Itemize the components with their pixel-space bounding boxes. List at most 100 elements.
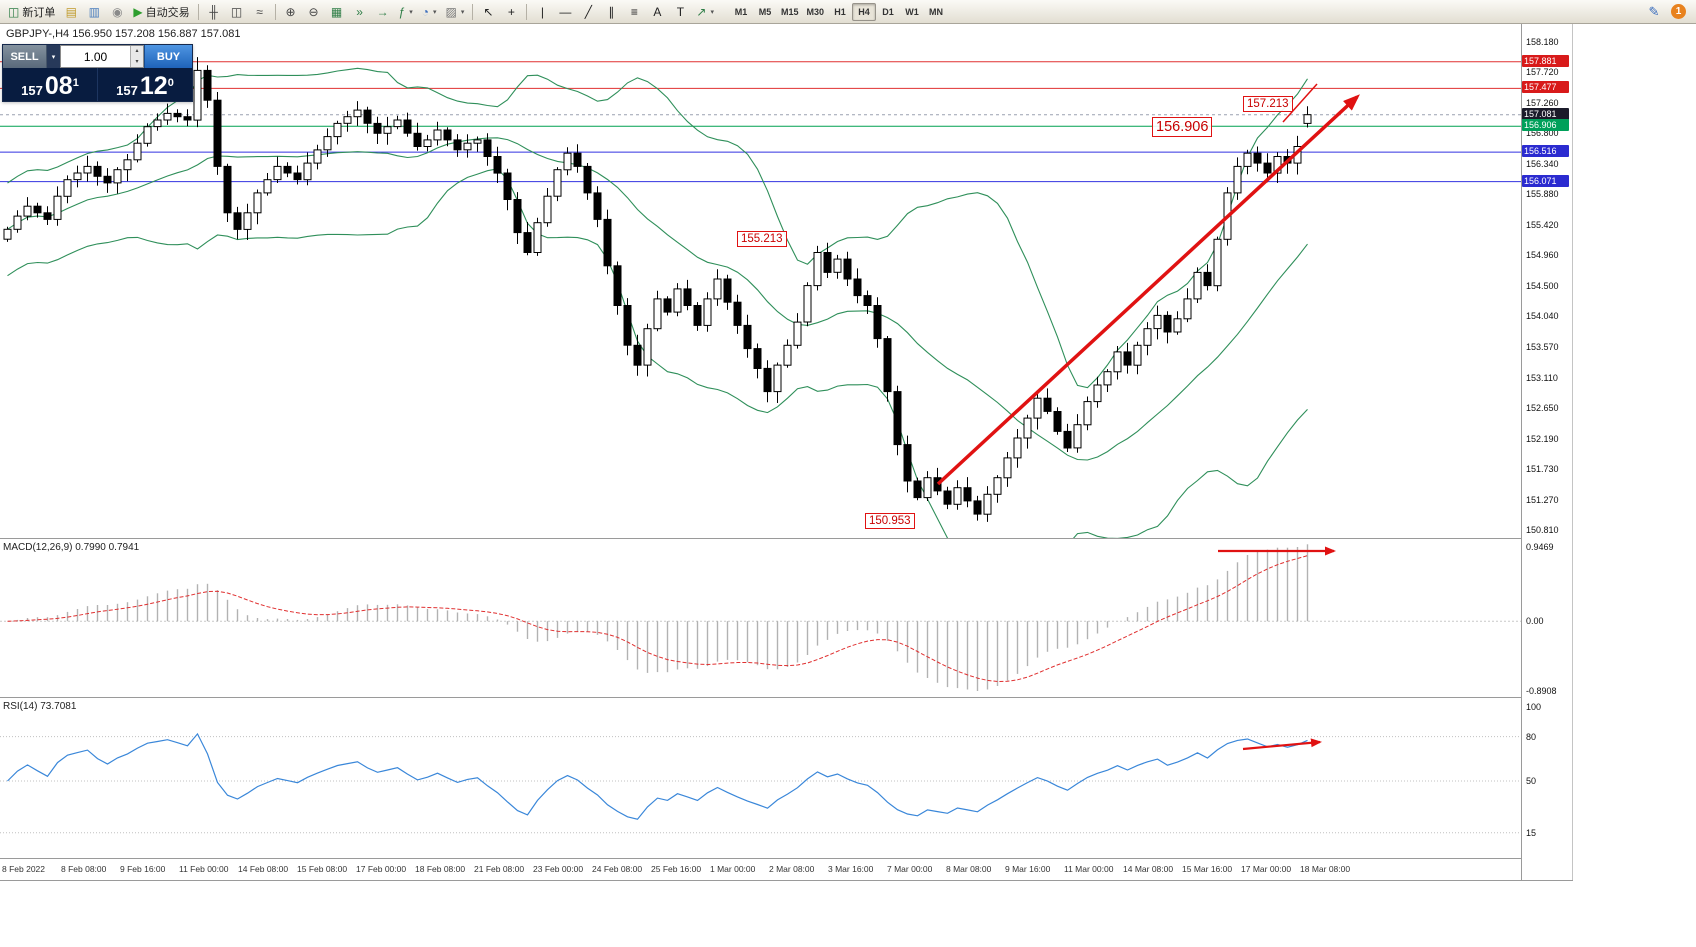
zoom-in-icon-glyph: ⊕ (285, 4, 296, 19)
candlestick-type-icon[interactable]: ◫ (226, 2, 248, 22)
timeframe-m1-button[interactable]: M1 (734, 6, 748, 17)
toolbar-separator (197, 3, 199, 20)
price-chart-panel[interactable] (0, 24, 1521, 538)
price-axis-label: 153.570 (1526, 342, 1559, 352)
auto-scroll-icon[interactable]: » (349, 2, 371, 22)
sell-price-display[interactable]: 157 08 1 (3, 68, 97, 101)
price-axis-label: 157.720 (1526, 67, 1559, 77)
sell-button[interactable]: SELL (3, 45, 47, 68)
new-order-button[interactable]: ◫ 新订单 (4, 2, 59, 22)
timeframe-m5-button[interactable]: M5 (758, 6, 772, 17)
equidistant-channel-icon[interactable]: ∥ (600, 2, 622, 22)
price-axis-label: 158.180 (1526, 37, 1559, 47)
time-axis-label: 18 Mar 08:00 (1300, 864, 1351, 874)
timeframe-h4-button[interactable]: H4 (852, 2, 877, 21)
price-axis-label: 154.960 (1526, 250, 1559, 260)
time-axis-label: 8 Mar 08:00 (946, 864, 992, 874)
periods-icon-arrow[interactable]: ▾ (433, 8, 437, 16)
trade-settings-dropdown[interactable]: ▾ (47, 45, 60, 68)
price-axis[interactable]: 158.180 157.720 157.260 156.800 156.340 155.8… (1521, 24, 1572, 880)
window-right-edge (1572, 24, 1573, 880)
chart-shift-icon[interactable]: → (372, 2, 394, 22)
fibonacci-icon[interactable]: ≡ (623, 2, 645, 22)
volume-input[interactable] (61, 46, 130, 67)
crosshair-icon[interactable]: + (500, 2, 522, 22)
zoom-out-icon-glyph: ⊖ (308, 4, 319, 19)
templates-icon-glyph: ▨ (445, 4, 457, 19)
time-axis-label: 15 Feb 08:00 (297, 864, 348, 874)
timeframe-h1-button[interactable]: H1 (834, 6, 846, 17)
data-window-icon[interactable]: ▥ (83, 2, 105, 22)
panel-separator-2[interactable] (0, 697, 1573, 698)
buy-price-pips: 12 (139, 72, 168, 100)
price-axis-label: 156.800 (1526, 128, 1559, 138)
auto-trading-button-glyph: ▶ (133, 4, 143, 19)
price-axis-label: 156.340 (1526, 159, 1559, 169)
time-axis-label: 7 Mar 00:00 (887, 864, 933, 874)
time-axis-label: 9 Feb 16:00 (120, 864, 166, 874)
timeframe-m15-button[interactable]: M15 (780, 6, 799, 17)
timeframe-toolbar: M1 M5 M15 M30 H1 H4 D1 W1 MN (729, 2, 948, 21)
buy-button[interactable]: BUY (144, 45, 192, 68)
bar-chart-type-icon[interactable]: ╫ (203, 2, 225, 22)
price-axis-flag: 157.881 (1522, 55, 1569, 67)
buy-price-display[interactable]: 157 12 0 (98, 68, 192, 101)
notification-badge[interactable]: 1 (1671, 4, 1686, 19)
panel-separator-1[interactable] (0, 538, 1573, 539)
zoom-out-icon[interactable]: ⊖ (303, 2, 325, 22)
timeframe-mn-button[interactable]: MN (929, 6, 944, 17)
annotate-pencil-icon[interactable]: ✎ (1643, 2, 1665, 22)
time-axis-label: 1 Mar 00:00 (710, 864, 756, 874)
templates-icon[interactable]: ▨ ▾ (442, 2, 469, 22)
price-axis-flag: 157.477 (1522, 81, 1569, 93)
cursor-icon[interactable]: ↖ (477, 2, 499, 22)
vertical-line-icon[interactable]: | (531, 2, 553, 22)
time-axis-label: 17 Feb 00:00 (356, 864, 407, 874)
templates-icon-arrow[interactable]: ▾ (460, 8, 465, 16)
cursor-icon-glyph: ↖ (483, 4, 494, 19)
price-axis-label: 152.190 (1526, 434, 1559, 444)
arrows-icon[interactable]: ↗ ▾ (692, 2, 718, 22)
line-chart-type-icon[interactable]: ≈ (249, 2, 271, 22)
buy-price-fraction: 0 (167, 77, 174, 89)
mini-trend-line[interactable] (1282, 83, 1318, 123)
navigator-icon-glyph: ◉ (112, 4, 123, 19)
macd-indicator-panel[interactable] (0, 539, 1521, 697)
zoom-in-icon[interactable]: ⊕ (280, 2, 302, 22)
periods-icon[interactable]: ◔ ▾ (418, 2, 441, 22)
bollinger-bands (7, 67, 1308, 538)
trend-arrow[interactable] (936, 94, 1360, 486)
time-axis-label: 21 Feb 08:00 (474, 864, 525, 874)
timeframe-m30-button[interactable]: M30 (806, 6, 825, 17)
time-axis-label: 11 Mar 00:00 (1064, 864, 1114, 874)
toolbar-separator (274, 3, 276, 20)
rsi-axis-label: 80 (1526, 732, 1537, 742)
text-label-icon[interactable]: T (669, 2, 691, 22)
macd-signal-line (7, 555, 1308, 683)
time-axis[interactable]: 8 Feb 2022 8 Feb 08:00 9 Feb 16:00 11 Feb 0… (0, 858, 1521, 880)
timeframe-d1-button[interactable]: D1 (882, 6, 894, 17)
sell-price-pips: 08 (44, 72, 73, 100)
timeframe-w1-button[interactable]: W1 (905, 6, 919, 17)
volume-stepper: ▴ ▾ (130, 46, 143, 67)
horizontal-line-icon[interactable]: — (554, 2, 576, 22)
horizontal-level-lines[interactable] (0, 61, 1521, 183)
text-icon[interactable]: A (646, 2, 668, 22)
time-axis-label: 25 Feb 16:00 (651, 864, 702, 874)
indicators-icon-arrow[interactable]: ▾ (409, 8, 413, 16)
volume-down-button[interactable]: ▾ (131, 56, 143, 67)
sell-price-fraction: 1 (72, 77, 79, 89)
arrows-icon-arrow[interactable]: ▾ (710, 8, 714, 16)
auto-trading-button[interactable]: ▶ 自动交易 (129, 2, 193, 22)
macd-label: MACD(12,26,9) 0.7990 0.7941 (3, 542, 140, 553)
market-watch-icon[interactable]: ▤ (60, 2, 82, 22)
indicators-icon-glyph: ƒ (398, 4, 406, 19)
rsi-annotation-arrow[interactable] (1242, 738, 1322, 751)
indicators-icon[interactable]: ƒ ▾ (395, 2, 417, 22)
tile-windows-icon[interactable]: ▦ (326, 2, 348, 22)
volume-up-button[interactable]: ▴ (131, 46, 143, 57)
rsi-indicator-panel[interactable] (0, 698, 1521, 858)
navigator-icon[interactable]: ◉ (106, 2, 128, 22)
trendline-icon[interactable]: ╱ (577, 2, 599, 22)
